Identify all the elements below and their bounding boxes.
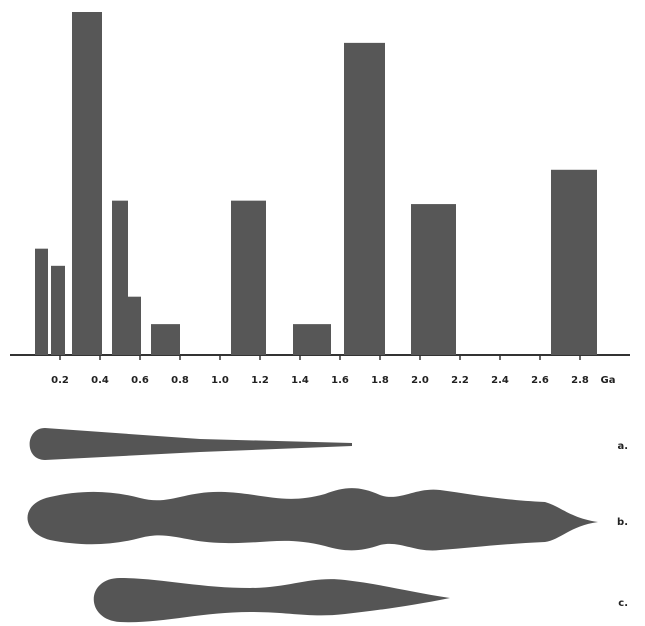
- x-tick-label: 1.4: [291, 375, 309, 386]
- bar: [231, 201, 266, 355]
- shape-label: b.: [617, 517, 628, 528]
- x-tick-label: 0.2: [51, 375, 69, 386]
- shape-label: c.: [618, 598, 628, 609]
- shape-c: [94, 578, 450, 622]
- x-tick-label: 1.0: [211, 375, 229, 386]
- bar: [72, 12, 102, 355]
- x-tick-label: 1.6: [331, 375, 349, 386]
- x-tick-label: 0.8: [171, 375, 189, 386]
- bar: [35, 249, 48, 355]
- bar: [112, 201, 128, 355]
- x-unit: Ga: [601, 375, 616, 386]
- bar: [151, 324, 180, 355]
- bar: [411, 204, 456, 355]
- x-tick-label: 0.4: [91, 375, 109, 386]
- shape-label: a.: [617, 441, 628, 452]
- bar: [344, 43, 385, 355]
- x-tick-label: 1.8: [371, 375, 389, 386]
- bar: [128, 297, 141, 355]
- x-tick-label: 2.2: [451, 375, 469, 386]
- x-tick-label: 2.4: [491, 375, 509, 386]
- x-tick-label: 2.6: [531, 375, 549, 386]
- figure: a. b. c. 0.2 0.4 0.6 0.8 1.0 1.2 1.4 1.6 1.8 2.0 2…: [0, 0, 645, 626]
- x-tick-label: 2.8: [571, 375, 589, 386]
- bar: [293, 324, 331, 355]
- shape-b: [28, 488, 599, 550]
- x-tick-label: 2.0: [411, 375, 429, 386]
- bar: [51, 266, 65, 355]
- shape-a: [30, 428, 352, 460]
- x-tick-label: 1.2: [251, 375, 269, 386]
- bar: [551, 170, 597, 355]
- x-tick-label: 0.6: [131, 375, 149, 386]
